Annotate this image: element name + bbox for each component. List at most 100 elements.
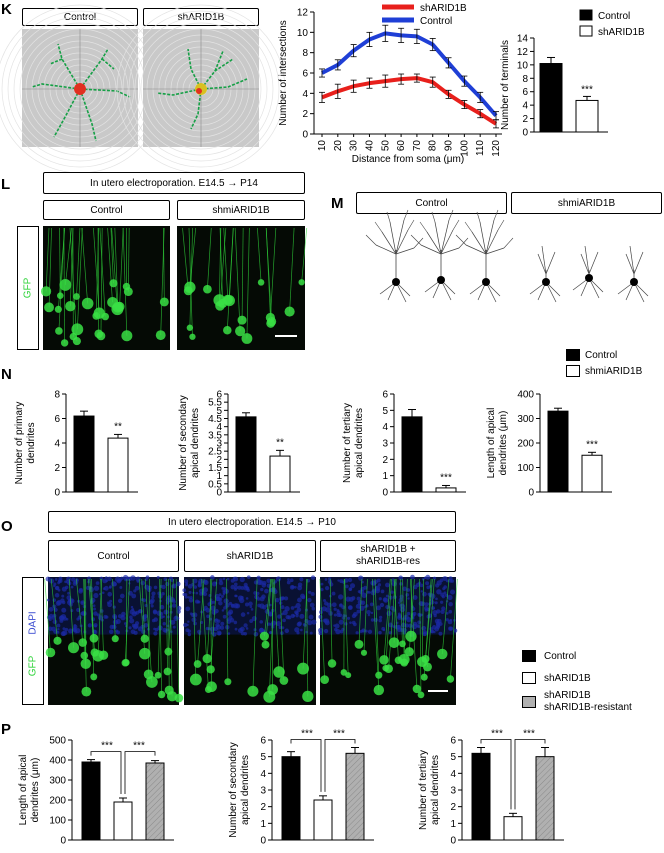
dapi-nucleus — [70, 585, 74, 589]
dapi-nucleus — [361, 629, 365, 633]
sholl-image — [116, 4, 286, 174]
dapi-nucleus — [295, 611, 299, 615]
dapi-nucleus — [349, 621, 352, 625]
dapi-nucleus — [101, 591, 105, 594]
dapi-nucleus — [339, 603, 343, 607]
o-gfp-label: GFP — [27, 655, 39, 677]
dapi-nucleus — [344, 622, 348, 626]
gfp-soma — [65, 300, 76, 312]
apical-branch — [537, 253, 547, 275]
legend-swatch — [579, 25, 593, 37]
gfp-soma — [163, 667, 172, 676]
gfp-soma — [92, 312, 101, 320]
dapi-nucleus — [443, 585, 447, 589]
y-tick-label: 4 — [522, 101, 528, 112]
legend-label: Control — [420, 16, 452, 27]
significance-bracket — [124, 751, 156, 794]
dapi-nucleus — [406, 611, 411, 616]
dapi-nucleus — [233, 603, 239, 609]
dendrite — [156, 88, 202, 96]
dapi-nucleus — [320, 587, 324, 592]
y-tick-label: 6 — [54, 414, 60, 425]
dapi-nucleus — [56, 623, 61, 628]
o-legend: Control shARID1B shARID1B shARID1B-resis… — [522, 645, 632, 715]
y-axis-label: Length of apicaldendrites (μm) — [486, 408, 509, 479]
dapi-nucleus — [402, 586, 407, 591]
y-tick-label: 12 — [297, 8, 309, 19]
gfp-soma — [257, 279, 265, 286]
legend-label: Control — [598, 11, 630, 22]
dapi-nucleus — [232, 576, 236, 580]
dapi-nucleus — [331, 591, 336, 596]
y-tick-label: 4 — [216, 422, 222, 433]
dapi-nucleus — [424, 602, 429, 607]
gfp-soma — [123, 287, 133, 297]
dapi-nucleus — [176, 609, 181, 614]
dapi-nucleus — [217, 631, 222, 636]
apical-dendrite — [393, 578, 397, 643]
gfp-soma — [44, 302, 54, 313]
dapi-nucleus — [184, 595, 188, 599]
o-label-control: Control — [48, 540, 179, 572]
y-tick-label: 300 — [49, 776, 66, 787]
apical-dendrite — [219, 227, 224, 304]
gfp-soma — [154, 671, 162, 679]
dendrite — [187, 48, 202, 90]
dapi-nucleus — [134, 585, 140, 591]
dapi-nucleus — [159, 612, 164, 616]
gfp-soma — [89, 633, 99, 643]
dapi-nucleus — [117, 614, 123, 619]
dapi-nucleus — [370, 611, 374, 615]
neuron-soma — [437, 276, 445, 284]
dapi-nucleus — [278, 625, 282, 630]
apical-dendrite — [107, 227, 113, 303]
o-micrograph-knockdown — [182, 575, 317, 705]
apical-dendrite — [160, 227, 165, 336]
apical-branch — [629, 245, 635, 275]
apical-dendrite — [302, 578, 308, 669]
x-tick-label: 120 — [491, 140, 502, 157]
dapi-nucleus — [296, 622, 302, 627]
dapi-nucleus — [351, 620, 356, 625]
dapi-nucleus — [221, 609, 225, 612]
dapi-nucleus — [230, 584, 236, 590]
y-tick-label: 6 — [522, 87, 528, 98]
gfp-soma — [284, 306, 295, 317]
apical-branch — [584, 245, 590, 275]
dapi-nucleus — [397, 612, 401, 616]
gfp-soma — [139, 647, 151, 660]
y-tick-label: 400 — [517, 390, 534, 401]
gfp-soma — [279, 676, 289, 685]
dapi-nucleus — [56, 630, 60, 634]
gfp-soma — [206, 665, 215, 674]
gfp-soma — [57, 292, 64, 299]
dapi-nucleus — [195, 591, 199, 595]
apical-dendrite — [264, 578, 272, 637]
dapi-nucleus — [407, 597, 410, 600]
gfp-soma — [54, 305, 62, 313]
gfp-soma — [72, 337, 81, 346]
gfp-soma — [81, 686, 92, 697]
dapi-nucleus — [54, 578, 58, 581]
gfp-soma — [111, 635, 119, 643]
apical-dendrite — [441, 578, 450, 655]
m-label-control: Control — [356, 192, 507, 214]
apical-dendrite — [81, 227, 89, 304]
gfp-soma — [41, 286, 52, 297]
dapi-nucleus — [378, 618, 383, 623]
neuron-soma — [542, 278, 550, 286]
dapi-nucleus — [55, 600, 61, 606]
dapi-nucleus — [419, 583, 424, 588]
apical-dendrite — [68, 578, 74, 648]
dapi-nucleus — [337, 579, 340, 582]
dapi-nucleus — [51, 615, 56, 620]
dapi-nucleus — [153, 617, 158, 622]
dapi-nucleus — [157, 591, 162, 596]
l-micrographs — [41, 226, 308, 350]
dapi-nucleus — [239, 576, 245, 583]
dapi-nucleus — [382, 597, 388, 602]
o-legend-control: Control — [544, 650, 577, 662]
tertiary-branch — [419, 221, 428, 233]
dapi-nucleus — [175, 581, 181, 587]
apical-dendrite — [374, 578, 380, 676]
